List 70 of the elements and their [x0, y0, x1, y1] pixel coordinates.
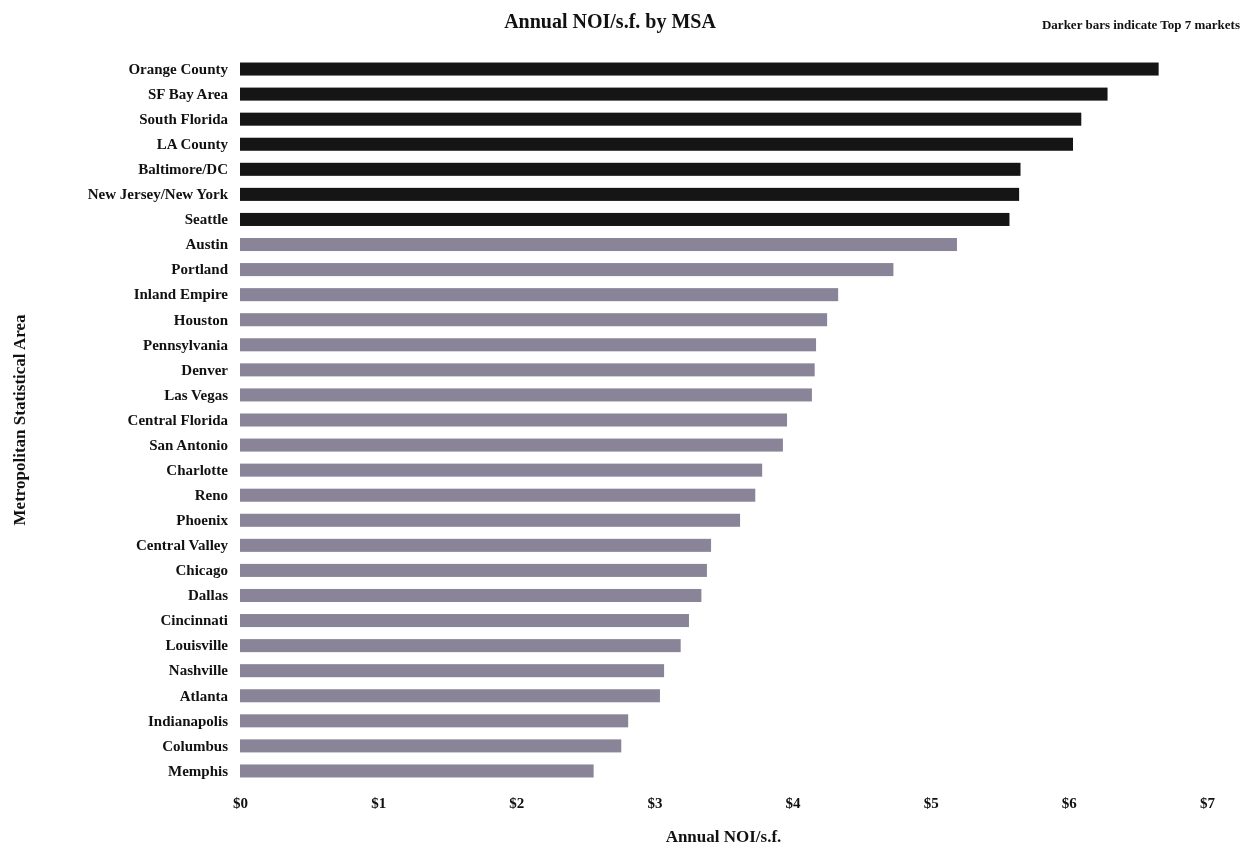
- y-tick-label: Central Florida: [127, 411, 229, 428]
- x-tick-label: $6: [1061, 794, 1078, 811]
- bar: [240, 62, 1159, 76]
- y-tick-label: Austin: [185, 236, 229, 253]
- x-tick-label: $5: [923, 794, 939, 811]
- bar: [240, 538, 712, 552]
- x-tick-label: $1: [371, 794, 387, 811]
- y-tick-label: Portland: [171, 261, 229, 278]
- y-tick-label: LA County: [156, 136, 229, 153]
- y-tick-label: Seattle: [184, 211, 229, 228]
- bar: [240, 212, 1010, 226]
- bar: [240, 363, 815, 377]
- bar: [240, 614, 689, 628]
- bar: [240, 714, 629, 728]
- bar: [240, 187, 1020, 201]
- y-tick-label: San Antonio: [149, 436, 228, 453]
- y-tick-label: Atlanta: [179, 687, 229, 704]
- bar: [240, 263, 894, 277]
- bar: [240, 563, 707, 577]
- y-tick-label: Pennsylvania: [142, 336, 229, 353]
- x-axis-title: Annual NOI/s.f.: [665, 827, 782, 846]
- y-tick-label: New Jersey/New York: [87, 186, 229, 203]
- bar: [240, 488, 756, 502]
- y-tick-label: Nashville: [168, 662, 229, 679]
- x-tick-label: $4: [785, 794, 802, 811]
- y-tick-label: Denver: [181, 361, 229, 378]
- bar: [240, 413, 788, 427]
- bar: [240, 689, 660, 703]
- bar: [240, 739, 622, 753]
- y-tick-label: Houston: [173, 311, 229, 328]
- bar: [240, 639, 681, 653]
- y-tick-label: Indianapolis: [147, 712, 229, 729]
- y-tick-label: Central Valley: [135, 537, 229, 554]
- y-tick-label: Chicago: [175, 562, 228, 579]
- bar: [240, 112, 1082, 126]
- y-tick-label: SF Bay Area: [147, 85, 229, 102]
- y-tick-label: Columbus: [162, 737, 229, 754]
- y-tick-label: Orange County: [128, 60, 229, 77]
- y-tick-label: Phoenix: [176, 512, 229, 529]
- y-tick-label: Las Vegas: [164, 386, 229, 403]
- bar: [240, 338, 817, 352]
- text: Darker bars indicate Top 7 markets: [1041, 17, 1240, 32]
- bar: [240, 388, 812, 402]
- x-tick-label: $3: [647, 794, 663, 811]
- bar: [240, 313, 828, 327]
- bar: [240, 87, 1108, 101]
- y-tick-label: Memphis: [168, 762, 229, 779]
- y-tick-label: Cincinnati: [160, 612, 228, 629]
- x-tick-label: $0: [233, 794, 248, 811]
- y-tick-label: Dallas: [187, 587, 229, 604]
- y-tick-label: Baltimore/DC: [138, 161, 228, 178]
- x-tick-label: $7: [1200, 794, 1216, 811]
- bar: [240, 513, 741, 527]
- bar: [240, 238, 957, 252]
- bar: [240, 588, 702, 602]
- y-axis-title: Metropolitan Statistical Area: [10, 314, 29, 526]
- bar: [240, 288, 839, 302]
- y-tick-label: Inland Empire: [133, 286, 229, 303]
- y-tick-label: Louisville: [165, 637, 229, 654]
- y-tick-label: Reno: [194, 487, 228, 504]
- bar: [240, 764, 594, 778]
- bar: [240, 438, 783, 452]
- bar: [240, 463, 763, 477]
- bar: [240, 162, 1021, 176]
- bar: [240, 664, 665, 678]
- x-tick-label: $2: [509, 794, 525, 811]
- y-tick-label: Charlotte: [166, 461, 229, 478]
- bar: [240, 137, 1073, 151]
- y-tick-label: South Florida: [139, 110, 229, 127]
- chart-title: Annual NOI/s.f. by MSA: [504, 10, 717, 33]
